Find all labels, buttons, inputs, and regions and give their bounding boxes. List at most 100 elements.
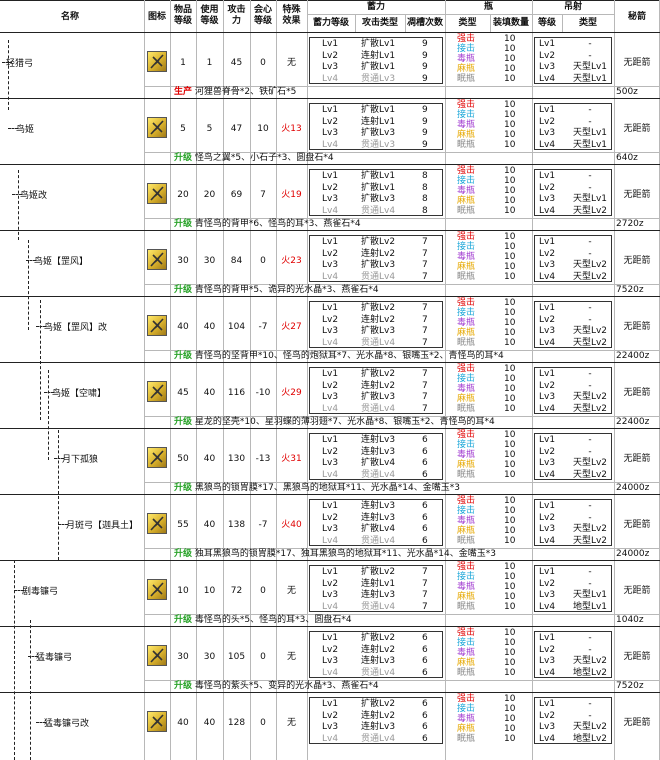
bottle-type: 毒瓶	[457, 252, 476, 262]
weapon-crit: 0	[260, 586, 266, 596]
weapon-icon	[147, 645, 167, 666]
bottle-count: 10	[504, 186, 516, 196]
attack-types: 扩散Lv1 连射Lv1 扩散Lv3 贯通Lv3	[361, 105, 395, 151]
weapon-rarity: 30	[177, 256, 189, 266]
shot-level: Lv1	[539, 171, 556, 181]
weapon-icon	[147, 117, 167, 138]
weapon-rarity: 30	[177, 652, 189, 662]
upgrade-divider	[144, 151, 660, 153]
shot-level: Lv1	[539, 39, 556, 49]
upgrade-materials: 独耳黑狼鸟的锁胃膜*17、独耳黑狼鸟的地狱耳*11、光水晶*14、金嘴玉*3	[194, 548, 496, 559]
upgrade-price: 7520z	[616, 284, 644, 295]
shot-count: 9	[422, 105, 428, 115]
upgrade-row: 升级 怪鸟之翼*5、小石子*3、圆盘石*4	[174, 153, 334, 164]
attack-type: 贯通Lv4	[361, 733, 396, 744]
shot-level: Lv2	[539, 710, 556, 721]
tree-line	[30, 620, 31, 760]
bottle-type: 眠瓶	[457, 404, 476, 414]
bottle-count: 10	[504, 120, 516, 130]
shot-count: 6	[422, 446, 428, 457]
shot-count: 7	[422, 601, 428, 612]
shot-levels: Lv1 Lv2 Lv3 Lv4	[539, 237, 555, 283]
header-shot-type: 类型	[578, 18, 597, 28]
row-border	[0, 626, 660, 627]
shot-box	[534, 235, 612, 282]
weapon-special: 火23	[281, 256, 302, 266]
weapon-icon	[147, 513, 167, 534]
shot-count: 7	[422, 403, 428, 414]
shot-type: 天型Lv2	[572, 337, 608, 348]
weapon-use: 10	[203, 586, 216, 596]
shot-level: Lv3	[539, 656, 556, 666]
shot-types: - - 天型Lv1 天型Lv1	[570, 105, 610, 151]
bottle-count: 10	[504, 440, 516, 450]
header-shot-level: 等级	[537, 18, 556, 28]
weapon-use: 1	[206, 58, 213, 68]
shot-levels: Lv1 Lv2 Lv3 Lv4	[539, 633, 555, 679]
charge-level: Lv2	[322, 710, 339, 721]
upgrade-materials: 星龙的坚壳*10、星羽蝶的薄羽翅*7、光水晶*8、银嘴玉*2、青怪鸟的耳*4	[194, 416, 495, 427]
header-col-divider	[276, 0, 277, 760]
shot-level: Lv1	[539, 699, 556, 709]
weapon-icon	[147, 249, 167, 270]
shot-box	[534, 565, 612, 612]
shot-count: 9	[422, 139, 428, 150]
attack-type: 连射Lv3	[361, 512, 396, 523]
bottle-type: 接击	[457, 572, 476, 582]
charge-level: Lv3	[322, 656, 339, 666]
bottle-types: 强击 接击 毒瓶 麻瓶 眠瓶	[457, 628, 475, 678]
charge-level: Lv1	[322, 369, 339, 379]
weapon-rarity: 40	[177, 718, 189, 728]
bottle-count: 10	[504, 714, 516, 724]
shot-count: 7	[422, 271, 428, 282]
bottle-types: 强击 接击 毒瓶 麻瓶 眠瓶	[457, 232, 475, 282]
shot-types: - - 天型Lv2 天型Lv2	[570, 435, 610, 481]
shot-count: 7	[422, 326, 428, 336]
upgrade-price: 24000z	[616, 548, 650, 559]
charge-level: Lv1	[322, 237, 339, 247]
tree-connector	[36, 326, 46, 327]
bottle-type: 强击	[457, 496, 476, 506]
shot-count: 6	[422, 524, 428, 534]
shot-level: Lv1	[539, 435, 556, 445]
shot-type: -	[588, 303, 592, 313]
shot-level: Lv4	[539, 271, 556, 282]
shot-types: - - 天型Lv2 天型Lv2	[570, 237, 610, 283]
upgrade-materials: 毒怪鸟的紫头*5、变异的光水晶*3、燕雀石*4	[194, 680, 379, 691]
shot-level: Lv4	[539, 73, 556, 84]
header-bottle-amount: 装填数量	[492, 18, 529, 28]
header-charge-level: 蓄力等级	[312, 18, 349, 28]
charge-levels: Lv1 Lv2 Lv3 Lv4	[322, 171, 338, 217]
shot-levels: Lv1 Lv2 Lv3 Lv4	[539, 567, 555, 613]
tree-line	[28, 240, 29, 330]
charge-levels: Lv1 Lv2 Lv3 Lv4	[322, 435, 338, 481]
weapon-use: 40	[203, 454, 216, 464]
shot-count: 6	[422, 644, 428, 655]
shot-count: 8	[422, 171, 428, 181]
shot-count: 6	[422, 722, 428, 732]
shot-level: Lv1	[539, 567, 556, 577]
header-col-divider	[144, 0, 145, 760]
weapon-name: 鸟姬【罡风】改	[44, 323, 108, 333]
shot-count: 7	[422, 578, 428, 589]
bottle-count: 10	[504, 638, 516, 648]
bottle-counts: 10 10 10 10 10	[504, 34, 515, 84]
header-bottle-type: 类型	[458, 18, 477, 28]
upgrade-row: 升级 黑狼鸟的锁胃膜*17、黑狼鸟的地狱耳*11、光水晶*14、金嘴玉*3	[174, 483, 460, 494]
bottle-types: 强击 接击 毒瓶 麻瓶 眠瓶	[457, 166, 475, 216]
shot-level: Lv2	[539, 50, 556, 61]
weapon-rarity: 5	[180, 124, 186, 134]
shot-type: -	[588, 567, 592, 577]
bottle-count: 10	[504, 272, 516, 282]
attack-type: 扩散Lv2	[361, 303, 396, 313]
charge-level: Lv4	[322, 271, 339, 282]
bottle-count: 10	[504, 704, 516, 714]
shot-levels: Lv1 Lv2 Lv3 Lv4	[539, 699, 555, 745]
bottle-count: 10	[504, 54, 516, 64]
attack-type: 扩散Lv1	[361, 105, 396, 115]
charge-box	[309, 301, 443, 348]
attack-type: 连射Lv2	[361, 314, 396, 325]
